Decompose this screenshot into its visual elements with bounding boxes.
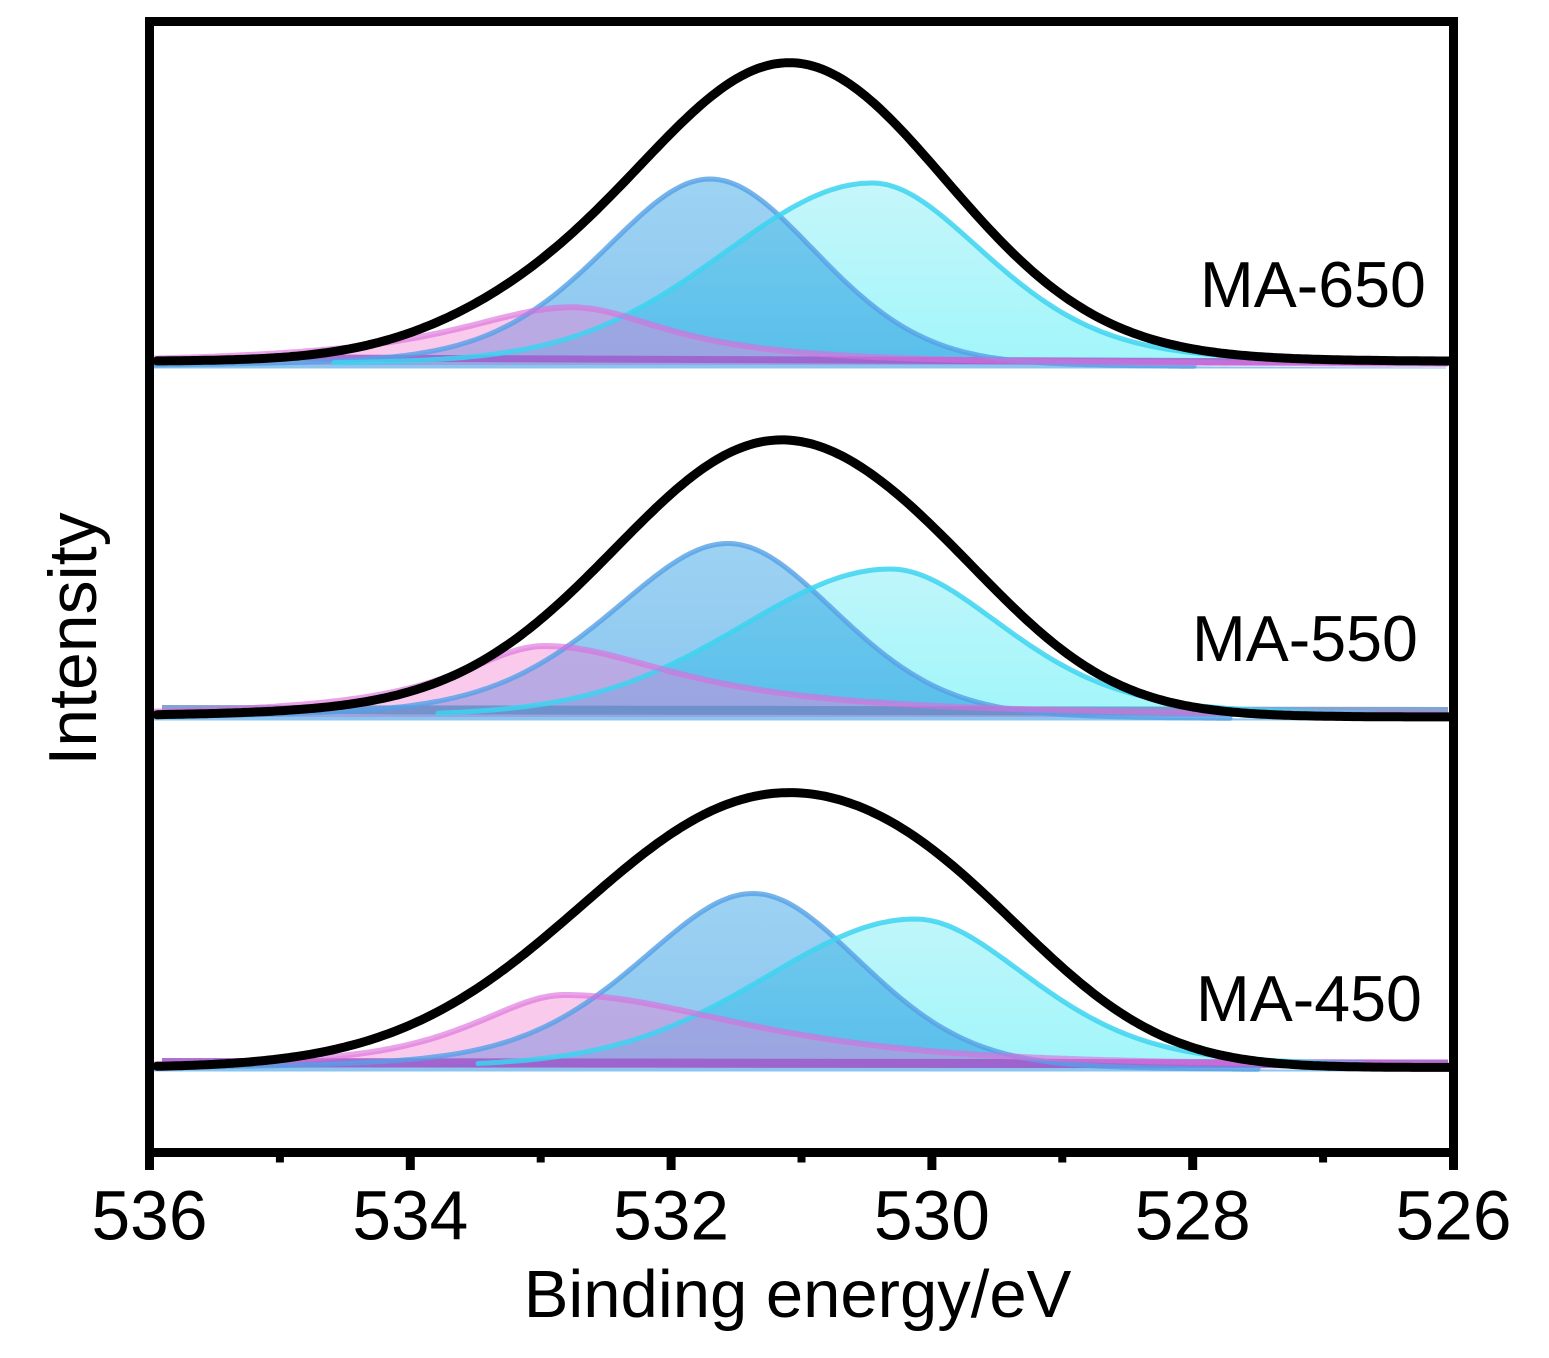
svg-text:MA-450: MA-450 xyxy=(1196,963,1422,1035)
svg-text:MA-650: MA-650 xyxy=(1200,249,1426,321)
svg-text:528: 528 xyxy=(1135,1177,1251,1255)
svg-text:530: 530 xyxy=(874,1177,990,1255)
svg-text:Binding energy/eV: Binding energy/eV xyxy=(524,1257,1072,1332)
svg-text:Intensity: Intensity xyxy=(35,512,111,765)
svg-text:532: 532 xyxy=(613,1177,729,1255)
svg-text:536: 536 xyxy=(92,1177,208,1255)
svg-text:MA-550: MA-550 xyxy=(1192,603,1418,675)
svg-text:534: 534 xyxy=(352,1177,468,1255)
svg-text:526: 526 xyxy=(1396,1177,1512,1255)
